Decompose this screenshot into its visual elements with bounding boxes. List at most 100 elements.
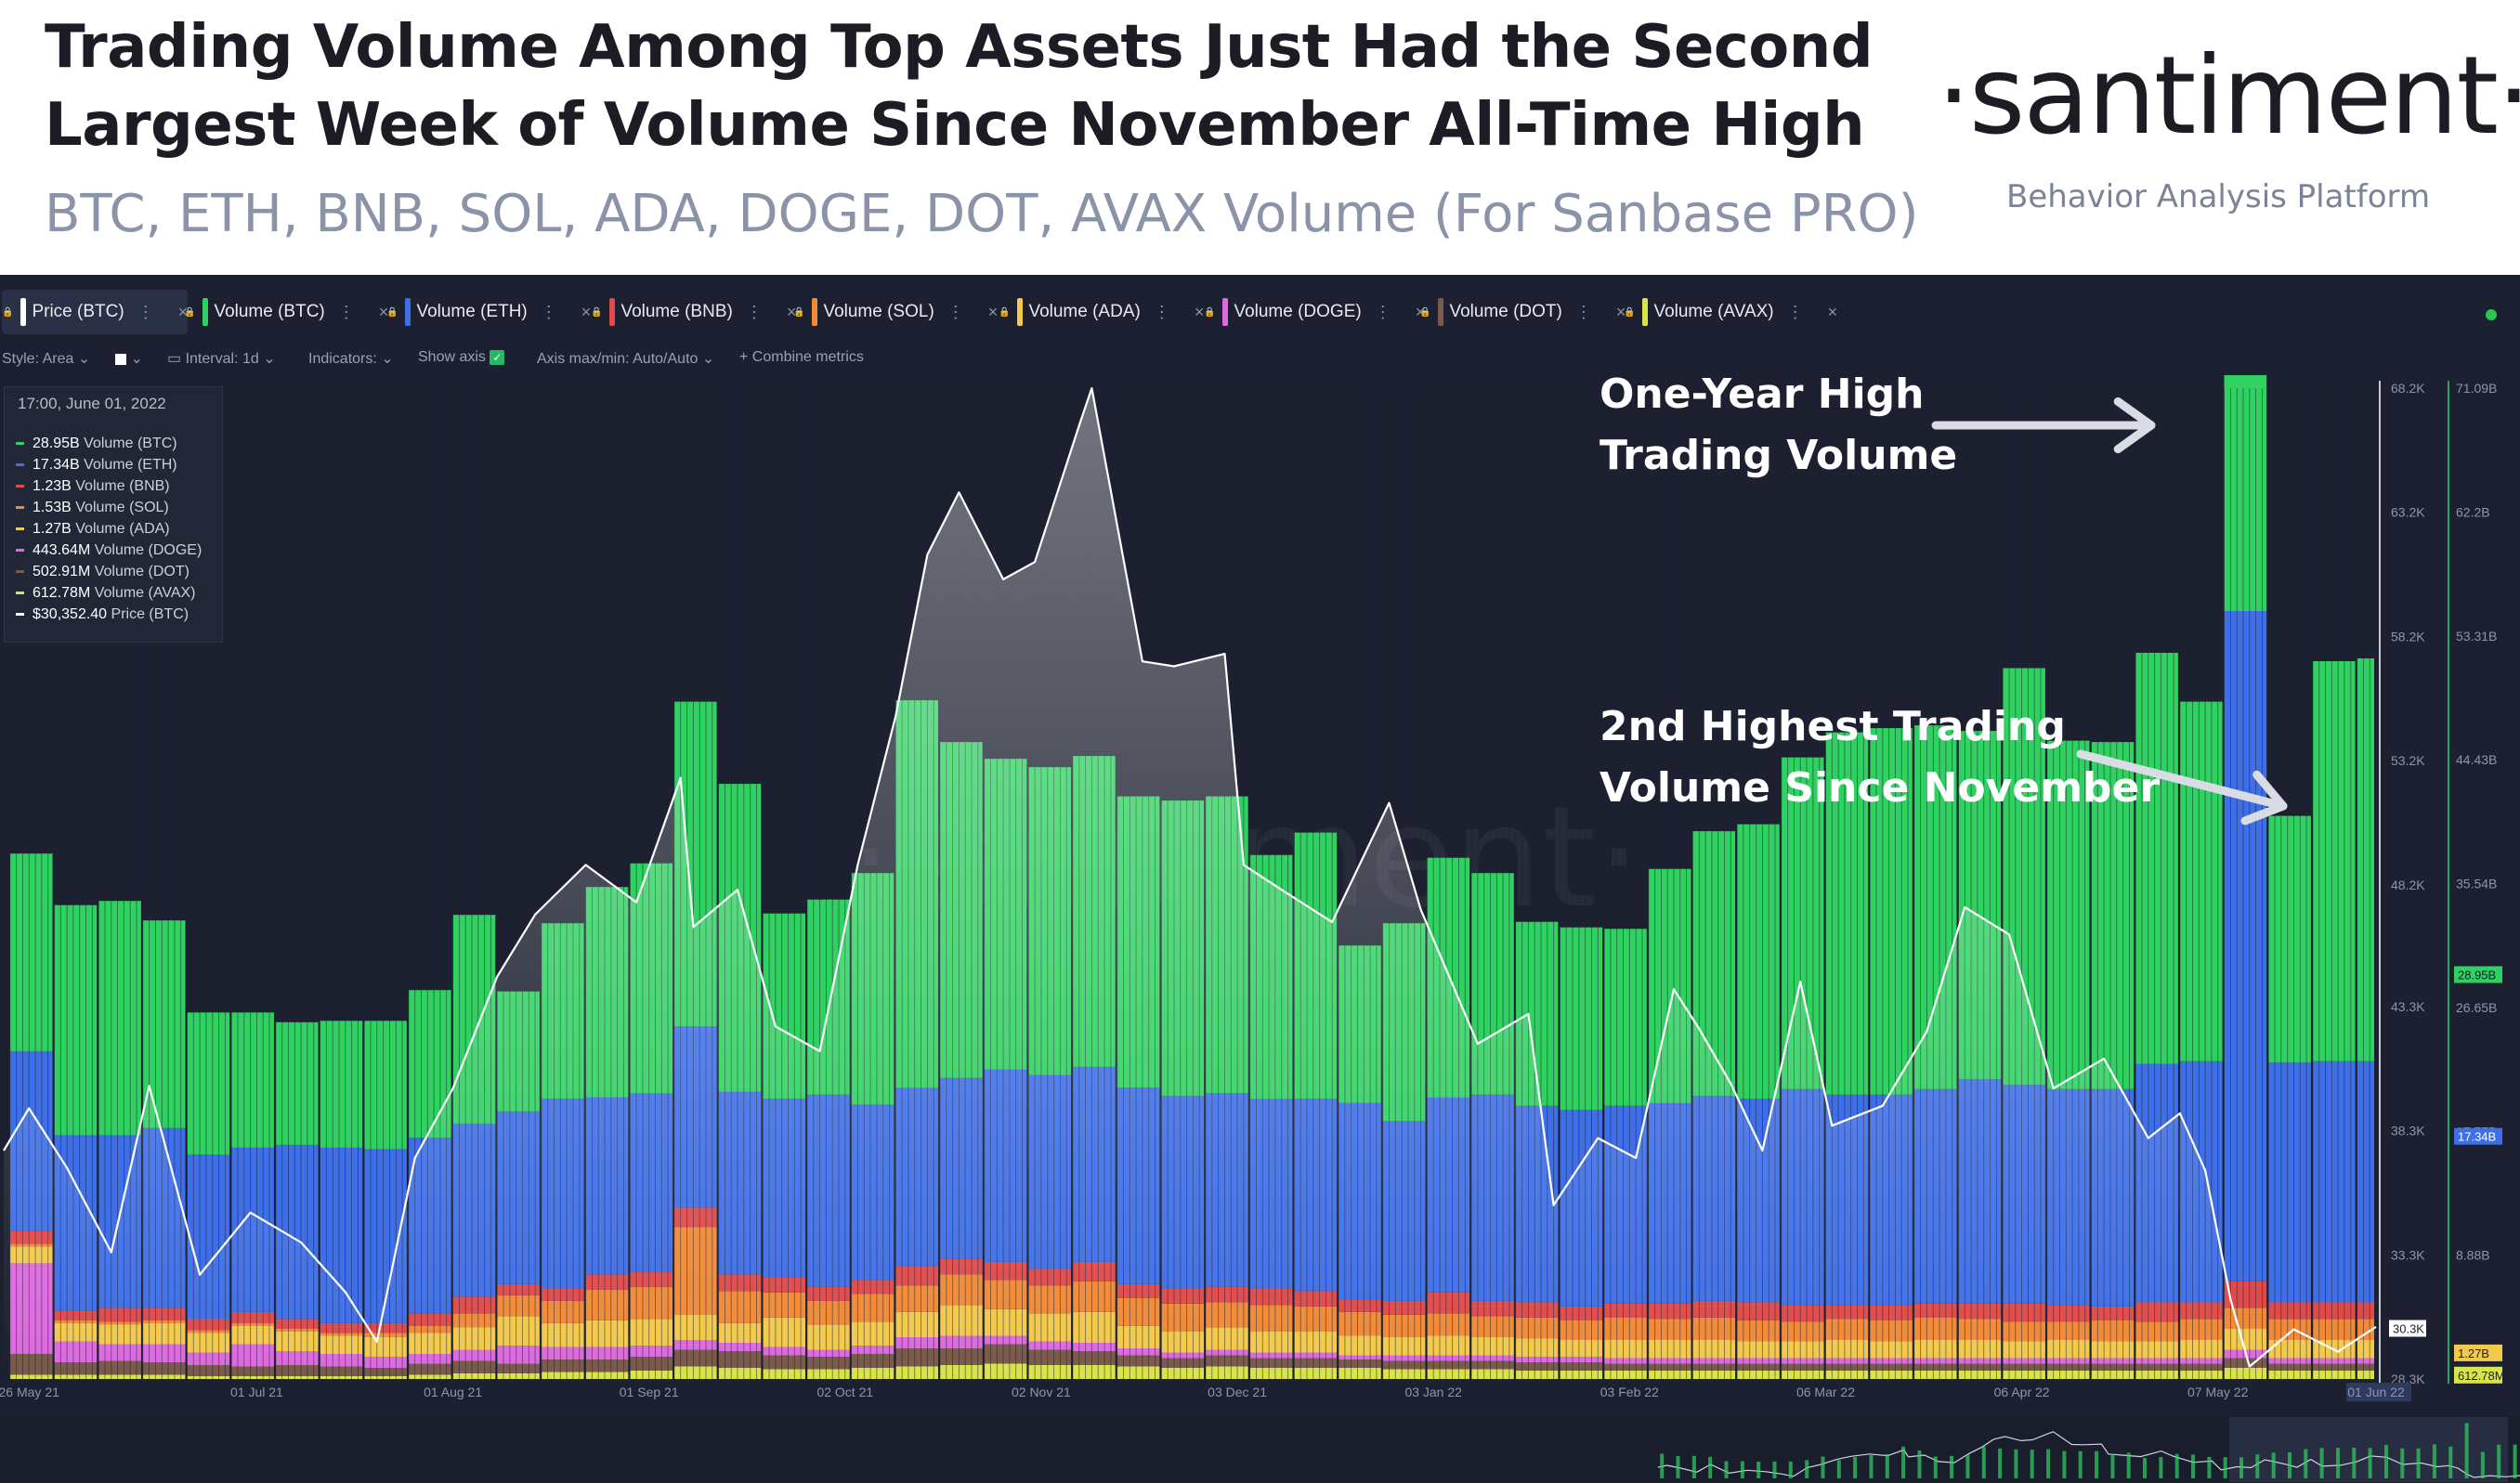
navigator-bar (2288, 1452, 2292, 1478)
metric-tab-price-btc[interactable]: 🔒 Price (BTC) ⋮ × (2, 290, 189, 334)
chevron-down-icon: ⌄ (263, 351, 276, 367)
volume-axis-tick-label: 62.2B (2456, 504, 2490, 519)
metric-tab-volume-doge[interactable]: 🔒 Volume (DOGE) ⋮ × (1204, 290, 1425, 334)
bar-volume-btc-2022-03-13 (1870, 728, 1913, 1095)
series-color-swatch (405, 298, 411, 326)
indicators-label: Indicators: (308, 351, 377, 367)
legend-value: 1.27B (33, 521, 72, 537)
bar-volume-btc-2022-01-30 (1604, 929, 1647, 1106)
navigator-bar (1998, 1448, 2003, 1478)
more-options-icon[interactable]: ⋮ (1786, 302, 1804, 321)
metric-tab-volume-btc[interactable]: 🔒 Volume (BTC) ⋮ × (184, 290, 388, 334)
x-axis-current-date-badge (2346, 1383, 2411, 1401)
legend-value: 1.23B (33, 478, 72, 494)
navigator-bar (2368, 1448, 2372, 1478)
legend-series-name: Volume (AVAX) (90, 585, 196, 601)
axis-minmax-selector[interactable]: Axis max/min: Auto/Auto ⌄ (537, 349, 714, 368)
header: Trading Volume Among Top Assets Just Had… (0, 0, 2520, 275)
volume-badge-label: 28.95B (2458, 969, 2496, 982)
metric-tab-volume-ada[interactable]: 🔒 Volume (ADA) ⋮ × (999, 290, 1204, 334)
chevron-down-icon: ⌄ (77, 351, 91, 367)
navigator-bar (1853, 1457, 1858, 1478)
volume-badge-label: 1.27B (2458, 1346, 2489, 1360)
legend-row-volume-avax: 612.78M Volume (AVAX) (16, 585, 196, 602)
show-axis-toggle[interactable]: Show axis ✓ (418, 349, 505, 366)
annotation-one-year-high-line-1: One-Year High (1599, 371, 1925, 418)
legend-row-volume-dot: 502.91M Volume (DOT) (16, 564, 189, 580)
price-btc-area (4, 388, 2376, 1379)
color-picker-button[interactable]: ⌄ (115, 349, 143, 368)
bar-volume-btc-2021-07-11 (320, 1021, 363, 1148)
chart-title-line-2: Largest Week of Volume Since November Al… (45, 91, 1865, 160)
bar-volume-btc-2022-05-29 (2357, 658, 2374, 1061)
more-options-icon[interactable]: ⋮ (947, 302, 964, 321)
navigator-minichart (1657, 1423, 2520, 1478)
x-axis-tick-label: 06 Mar 22 (1796, 1385, 1855, 1399)
legend-value: 28.95B (33, 436, 80, 451)
legend-row-volume-doge: 443.64M Volume (DOGE) (16, 542, 202, 559)
checkbox-checked-icon[interactable]: ✓ (490, 349, 505, 365)
more-options-icon[interactable]: ⋮ (337, 302, 355, 321)
metric-tab-volume-sol[interactable]: 🔒 Volume (SOL) ⋮ × (793, 290, 998, 334)
price-axis-tick-label: 53.2K (2391, 753, 2425, 768)
close-icon[interactable]: × (1827, 302, 1838, 321)
price-axis-tick-label: 63.2K (2391, 505, 2425, 520)
metric-tab-label: Volume (ETH) (416, 302, 528, 321)
navigator-bar (1691, 1455, 1696, 1478)
more-options-icon[interactable]: ⋮ (745, 302, 763, 321)
more-options-icon[interactable]: ⋮ (1574, 302, 1592, 321)
bar-volume-btc-2021-05-30 (54, 904, 98, 1136)
navigator-bar (1836, 1460, 1841, 1478)
metric-tab-volume-dot[interactable]: 🔒 Volume (DOT) ⋮ × (1419, 290, 1626, 334)
navigator-price-line (1657, 1431, 2520, 1478)
indicators-selector[interactable]: Indicators: ⌄ (308, 349, 394, 368)
navigator-bar (2255, 1454, 2260, 1478)
navigator-bar (2030, 1450, 2034, 1478)
arrow-one-year-high-head (2113, 397, 2156, 454)
x-axis-tick-label: 02 Nov 21 (1012, 1385, 1071, 1399)
metric-tab-volume-avax[interactable]: 🔒 Volume (AVAX) ⋮ × (1624, 290, 1837, 334)
close-icon[interactable]: × (177, 302, 189, 321)
more-options-icon[interactable]: ⋮ (1153, 302, 1170, 321)
legend-marker (16, 549, 24, 553)
interval-selector[interactable]: ▭ Interval: 1d ⌄ (167, 349, 276, 368)
hover-legend: 17:00, June 01, 2022 28.95B Volume (BTC)… (4, 386, 223, 643)
close-icon[interactable]: × (1615, 302, 1626, 321)
close-icon[interactable]: × (378, 302, 389, 321)
close-icon[interactable]: × (1194, 302, 1205, 321)
navigator-bar (2078, 1450, 2083, 1478)
series-color-swatch (202, 298, 209, 326)
bar-volume-btc-2021-07-18 (364, 1021, 407, 1150)
series-color-swatch (1017, 298, 1024, 326)
close-icon[interactable]: × (987, 302, 999, 321)
navigator-bar (1885, 1453, 1889, 1478)
metric-tab-volume-eth[interactable]: 🔒 Volume (ETH) ⋮ × (386, 290, 591, 334)
metric-tab-volume-bnb[interactable]: 🔒 Volume (BNB) ⋮ × (591, 290, 796, 334)
close-icon[interactable]: × (1415, 302, 1426, 321)
price-axis-tick-label: 68.2K (2391, 381, 2425, 396)
more-options-icon[interactable]: ⋮ (540, 302, 557, 321)
more-options-icon[interactable]: ⋮ (1374, 302, 1391, 321)
navigator-bar (2159, 1457, 2163, 1478)
bar-volume-btc-2022-05-08 (2224, 375, 2267, 611)
navigator-bar (1756, 1462, 1761, 1478)
navigator-bar (2513, 1444, 2517, 1478)
legend-series-name: Volume (ADA) (71, 521, 170, 537)
legend-value: 17.34B (33, 457, 80, 473)
style-selector[interactable]: Style: Area ⌄ (2, 349, 90, 368)
navigator-bar (1981, 1446, 1986, 1478)
x-axis-tick-label: 01 Jul 21 (230, 1385, 283, 1399)
navigator-bar (2464, 1423, 2469, 1478)
volume-badge (2454, 966, 2502, 983)
volume-badge (2454, 1344, 2502, 1361)
lock-icon: 🔒 (999, 306, 1011, 318)
close-icon[interactable]: × (581, 302, 592, 321)
more-options-icon[interactable]: ⋮ (137, 302, 154, 321)
navigator-bar (2239, 1457, 2243, 1478)
metric-tab-label: Price (BTC) (32, 302, 124, 321)
volume-axis-tick-label: 53.31B (2456, 629, 2497, 644)
lock-icon: 🔒 (1204, 306, 1216, 318)
logo-tagline: Behavior Analysis Platform (2006, 178, 2431, 215)
combine-metrics-button[interactable]: + Combine metrics (739, 349, 864, 366)
close-icon[interactable]: × (786, 302, 797, 321)
